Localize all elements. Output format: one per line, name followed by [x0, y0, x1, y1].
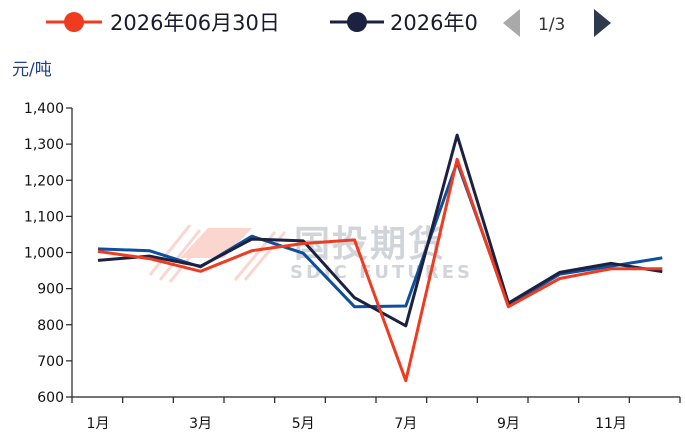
legend-item-series-2[interactable]: 2026年0	[330, 11, 478, 35]
y-ticks: 600 700 800 900 1,000 1,100 1,200 1,300 1,400	[24, 101, 72, 406]
y-tick-label: 1,000	[24, 246, 64, 262]
legend-marker-series-2	[347, 12, 367, 32]
x-tick-label: 9月	[497, 416, 520, 432]
y-tick-label: 800	[37, 318, 64, 334]
y-axis-unit: 元/吨	[12, 60, 52, 80]
y-tick-label: 900	[37, 282, 64, 298]
x-tick-label: 3月	[189, 416, 212, 432]
watermark-sub: SDIC FUTURES	[290, 262, 473, 283]
legend-marker-series-1	[64, 12, 84, 32]
y-tick-label: 1,200	[24, 173, 64, 189]
triangle-left-icon[interactable]	[503, 9, 520, 37]
y-tick-label: 1,400	[24, 101, 64, 117]
legend-page-indicator: 1/3	[538, 15, 565, 35]
triangle-right-icon[interactable]	[594, 9, 611, 37]
series-line-1[interactable]	[97, 157, 663, 383]
legend-label-series-2: 2026年0	[390, 11, 478, 35]
y-tick-label: 1,100	[24, 209, 64, 225]
legend-item-series-1[interactable]: 2026年06月30日	[46, 11, 280, 35]
x-ticks: 1月 3月 5月 7月 9月 11月	[71, 397, 681, 432]
y-tick-label: 1,300	[24, 137, 64, 153]
x-tick-label: 5月	[292, 416, 315, 432]
y-tick-label: 700	[37, 354, 64, 370]
x-tick-label: 1月	[87, 416, 110, 432]
legend-label-series-1: 2026年06月30日	[110, 11, 280, 35]
x-tick-label: 7月	[394, 416, 417, 432]
legend: 2026年06月30日 2026年0 1/3	[46, 9, 611, 37]
watermark-logo-icon	[148, 224, 287, 283]
series-lines	[97, 133, 663, 383]
x-tick-label: 11月	[595, 416, 627, 432]
y-tick-label: 600	[37, 390, 64, 406]
